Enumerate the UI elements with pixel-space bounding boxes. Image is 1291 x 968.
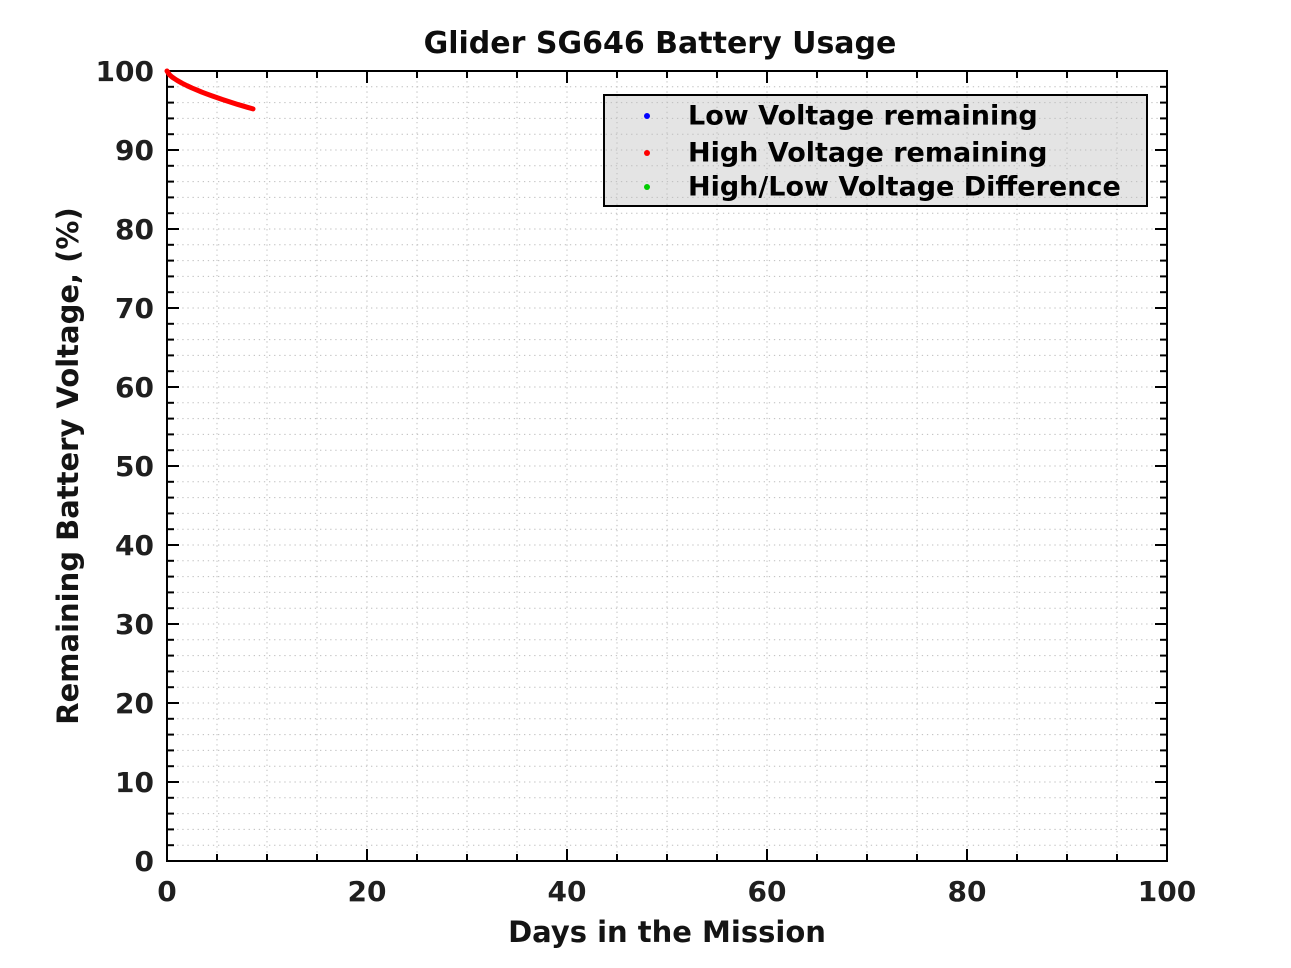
x-tick-label: 20 [348,875,387,908]
y-tick-label: 80 [115,213,154,246]
y-tick-label: 70 [115,292,154,325]
data-series [164,68,256,112]
legend: Low Voltage remaining High Voltage remai… [603,94,1148,207]
legend-border [603,94,1148,207]
y-tick-label: 20 [115,687,154,720]
chart-title: Glider SG646 Battery Usage [424,26,897,61]
grid-lines [167,71,1167,861]
legend-label-voltage-difference: High/Low Voltage Difference [688,172,1121,203]
y-tick-label: 50 [115,450,154,483]
legend-background [604,95,1147,206]
y-tick-label: 30 [115,608,154,641]
legend-background-layer [604,95,1147,206]
y-tick-label: 90 [115,134,154,167]
legend-label-high-voltage: High Voltage remaining [688,138,1047,169]
x-tick-label: 40 [548,875,587,908]
y-axis-label: Remaining Battery Voltage, (%) [51,207,85,724]
y-tick-label: 60 [115,371,154,404]
legend-marker-high-voltage-icon [644,150,650,156]
legend-marker-voltage-difference-icon [644,184,650,190]
y-tick-label: 10 [115,766,154,799]
legend-marker-low-voltage-icon [644,113,650,119]
y-tick-label: 0 [135,845,154,878]
series-line-1 [164,68,256,112]
y-tick-label: 40 [115,529,154,562]
axes-box-and-ticks [166,70,1168,862]
x-tick-label: 100 [1138,875,1196,908]
y-tick-label: 100 [96,55,154,88]
tick-labels: 0 20 40 60 80 100 0 10 20 30 40 50 60 70 80 90 100 [96,55,1197,908]
x-tick-label: 60 [748,875,787,908]
x-axis-label: Days in the Mission [508,915,826,949]
x-tick-label: 80 [948,875,987,908]
x-tick-label: 0 [157,875,176,908]
legend-label-low-voltage: Low Voltage remaining [688,101,1038,132]
